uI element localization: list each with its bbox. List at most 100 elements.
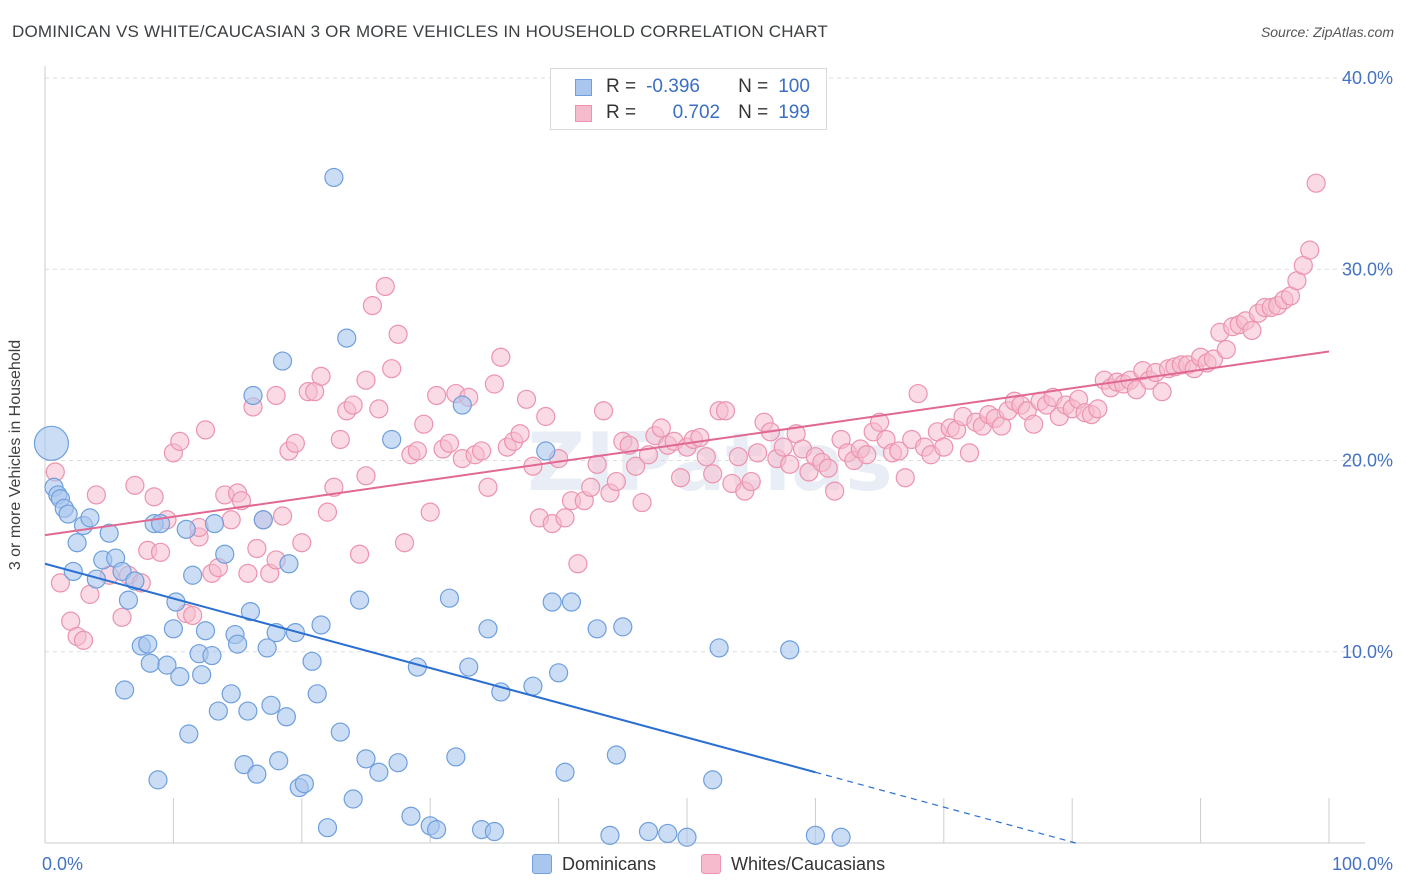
white-caucasian-point [221, 510, 241, 530]
white-caucasian-point [670, 468, 691, 488]
white-caucasian-point [427, 385, 447, 406]
legend-n-label: N = [738, 76, 769, 97]
white-caucasian-point [330, 429, 350, 450]
y-tick-label: 40.0% [1342, 68, 1393, 88]
white-caucasian-point [317, 502, 338, 522]
white-caucasian-point [1300, 240, 1320, 260]
dominican-point [317, 818, 338, 838]
dominican-point [780, 640, 800, 660]
white-caucasian-point [73, 630, 94, 650]
dominican-point [459, 657, 479, 677]
bottom-legend-dominicans: Dominicans [532, 851, 656, 877]
dominican-point [176, 519, 196, 539]
dominican-point [484, 821, 504, 842]
dominican-point [192, 665, 212, 685]
legend-r-value: -0.396 [646, 76, 700, 97]
white-caucasian-point [125, 475, 145, 495]
dominican-point [703, 770, 723, 790]
dominican-point [138, 634, 158, 654]
white-caucasian-point [150, 542, 171, 562]
dominican-point [257, 638, 277, 658]
white-caucasian-point [651, 418, 671, 438]
white-caucasian-point [626, 456, 646, 476]
dominican-point [548, 663, 569, 683]
dominican-point [228, 634, 248, 654]
dominican-point [452, 395, 472, 415]
white-caucasian-point [471, 441, 492, 461]
white-caucasian-point [748, 443, 768, 463]
dominican-point [279, 554, 299, 574]
legend-row-whites: R = 0.702 N = 199 [575, 101, 810, 125]
dominican-point [302, 651, 322, 671]
legend-swatch-pink [575, 104, 592, 122]
dominican-point [163, 619, 183, 639]
white-caucasian-point [311, 366, 331, 386]
white-caucasian-point [292, 533, 312, 553]
white-caucasian-point [491, 347, 511, 367]
legend-n-value: 100 [778, 76, 810, 97]
white-caucasian-point [780, 454, 800, 474]
dominican-point [638, 821, 659, 842]
dominican-point [600, 825, 620, 845]
white-caucasian-point [362, 295, 383, 316]
white-caucasian-point [510, 424, 530, 444]
white-caucasian-point [272, 506, 293, 526]
dominican-point [307, 684, 327, 704]
dominican-point [99, 523, 119, 543]
dominican-point [140, 653, 160, 673]
white-caucasian-point [959, 443, 980, 463]
dominican-point [112, 561, 132, 582]
dominican-point [805, 825, 826, 845]
white-caucasian-point [857, 445, 877, 465]
dominican-point [677, 827, 697, 847]
y-tick-label: 30.0% [1342, 259, 1393, 279]
bottom-legend-label: Whites/Caucasians [731, 853, 886, 874]
legend-r-label: R = [606, 102, 637, 123]
white-caucasian-point [170, 431, 190, 451]
white-caucasian-point [555, 508, 575, 528]
y-tick-label: 10.0% [1342, 642, 1393, 662]
dominican-point [80, 508, 100, 528]
white-caucasian-point [593, 401, 614, 421]
dominican-point [382, 429, 402, 450]
white-caucasian-point [195, 420, 216, 440]
dominican-point [427, 820, 447, 840]
legend: R = -0.396 N = 100 R = 0.702 N = 199 [550, 68, 827, 130]
white-caucasian-point [356, 466, 376, 486]
bottom-legend-swatch-pink [701, 854, 721, 874]
y-axis-label: 3 or more Vehicles in Household [7, 339, 24, 571]
dominican-point [208, 701, 228, 721]
dominican-point [202, 645, 222, 666]
dominican-point [272, 351, 293, 371]
white-caucasian-point [478, 477, 498, 497]
white-caucasian-point [715, 401, 736, 421]
dominican-point [67, 533, 87, 553]
dominican-point [709, 638, 729, 658]
dominican-point [33, 425, 70, 461]
dominican-point [536, 441, 556, 461]
white-caucasian-point [183, 605, 203, 626]
white-caucasian-point [818, 458, 838, 478]
white-caucasian-points [45, 173, 1326, 650]
dominican-point [606, 745, 626, 765]
white-caucasian-point [889, 441, 909, 461]
dominican-point [343, 789, 363, 809]
dominican-point [542, 592, 562, 612]
dominican-point [478, 619, 498, 639]
dominican-point [179, 724, 199, 744]
white-caucasian-point [247, 538, 267, 559]
dominican-point [221, 684, 241, 704]
dominican-point [183, 565, 203, 585]
white-caucasian-point [825, 481, 845, 501]
white-caucasian-point [1126, 380, 1147, 400]
white-caucasian-point [356, 370, 376, 390]
dominican-point [234, 754, 254, 775]
dominican-point [157, 655, 177, 675]
dominican-point [240, 601, 261, 622]
white-caucasian-point [414, 414, 434, 434]
dominican-point [170, 667, 190, 687]
y-tick-label: 20.0% [1342, 451, 1393, 471]
dominican-point [204, 514, 225, 534]
dominican-trend-line [44, 562, 816, 774]
